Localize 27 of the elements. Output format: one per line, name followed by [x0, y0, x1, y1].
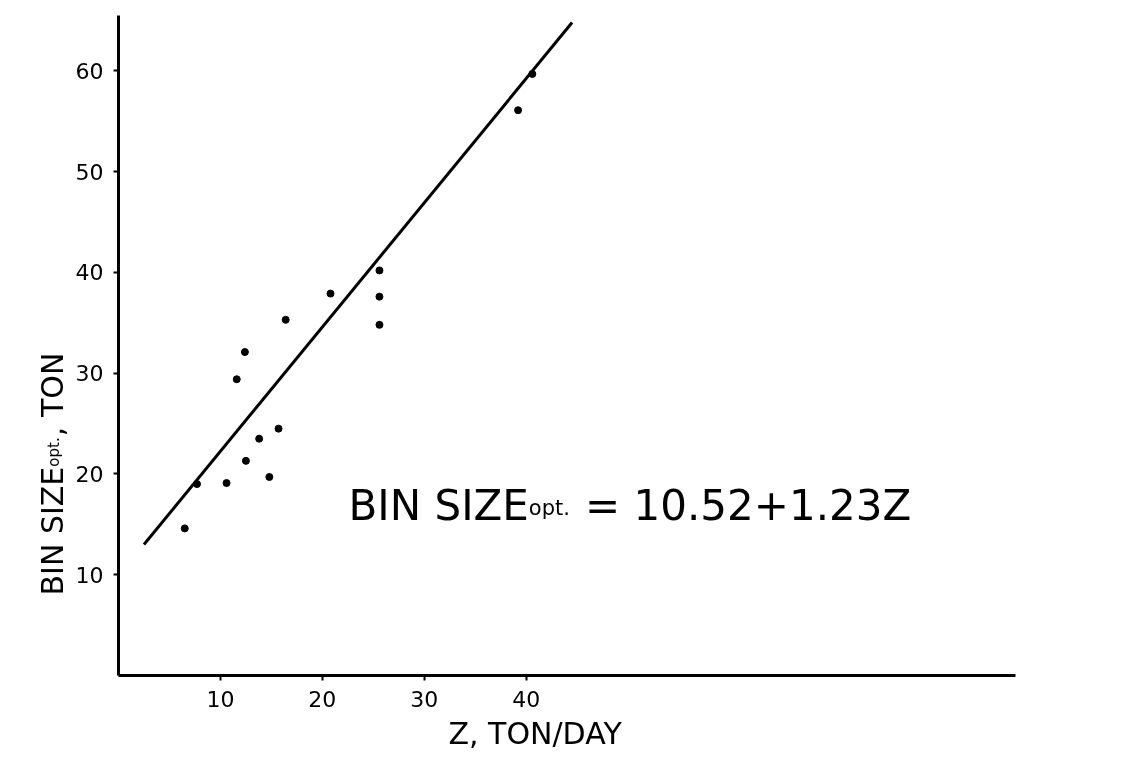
x-tick-label: 10	[206, 686, 235, 712]
annotation: BIN SIZEopt. = 10.52+1.23Z	[348, 481, 912, 530]
point	[241, 456, 250, 465]
point	[375, 320, 384, 329]
x-tick-label: 20	[308, 686, 337, 712]
y-axis-title: BIN SIZEopt., TON	[35, 352, 70, 596]
point	[375, 292, 384, 301]
y-tick-label: 60	[75, 58, 104, 84]
point	[375, 266, 384, 275]
y-tick-label: 30	[75, 361, 104, 387]
point	[281, 315, 290, 324]
point	[514, 106, 523, 115]
y-tick-label: 20	[75, 461, 104, 487]
point	[180, 524, 189, 533]
point	[274, 424, 283, 433]
x-tick-label: 40	[512, 686, 541, 712]
point	[232, 375, 241, 384]
point	[240, 348, 249, 357]
point	[265, 473, 274, 481]
point	[222, 479, 231, 488]
y-tick-label: 10	[75, 562, 104, 588]
x-tick-label: 30	[410, 686, 439, 712]
point	[326, 289, 335, 298]
y-tick-label: 50	[75, 159, 104, 185]
y-tick-label: 40	[75, 260, 104, 286]
point	[255, 434, 264, 443]
x-axis-title: Z, TON/DAY	[448, 716, 623, 751]
